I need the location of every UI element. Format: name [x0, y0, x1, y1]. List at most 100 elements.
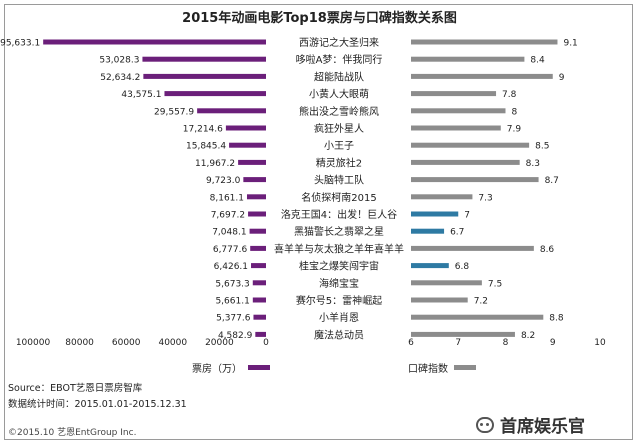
watermark: 首席娱乐官: [476, 412, 585, 437]
box-office-bar: [246, 194, 266, 200]
score-label: 8.3: [526, 159, 540, 169]
box-office-label: 4,582.9: [218, 331, 253, 341]
box-office-bar: [164, 91, 266, 97]
box-office-label: 95,633.1: [0, 39, 40, 49]
score-label: 7.2: [474, 297, 488, 307]
score-bar: [411, 297, 468, 303]
score-bar: [411, 211, 459, 217]
box-office-label: 17,214.6: [183, 125, 223, 135]
category-label: 小黄人大眼萌: [309, 88, 369, 101]
box-office-bar: [142, 56, 266, 62]
box-office-label: 8,161.1: [210, 193, 244, 203]
score-axis-tick: 9: [550, 338, 556, 348]
category-label: 超能陆战队: [314, 70, 364, 83]
box-office-label: 29,557.9: [154, 107, 194, 117]
score-label: 7.3: [478, 193, 492, 203]
watermark-text: 首席娱乐官: [500, 417, 585, 437]
box-office-bar: [143, 73, 266, 79]
box-office-label: 6,426.1: [214, 262, 248, 272]
category-label: 疯狂外星人: [314, 122, 364, 135]
box-office-label: 53,028.3: [99, 56, 139, 66]
category-label: 洛克王国4：出发！巨人谷: [281, 208, 397, 221]
box-office-bar: [229, 142, 266, 148]
score-label: 8.4: [530, 56, 545, 66]
box-office-bar: [255, 331, 266, 337]
box-office-label: 7,697.2: [211, 211, 245, 221]
chart-title: 2015年动画电影Top18票房与口碑指数关系图: [182, 11, 457, 26]
score-label: 7.8: [502, 90, 517, 100]
score-bar: [411, 314, 544, 320]
box-office-axis-tick: 60000: [112, 338, 141, 348]
category-label: 头脑特工队: [314, 174, 364, 187]
box-office-bar: [243, 177, 266, 183]
score-axis-tick: 6: [408, 338, 414, 348]
score-label: 8.7: [545, 176, 559, 186]
source-text: Source：EBOT艺恩日票房智库: [8, 383, 143, 394]
score-label: 9.1: [563, 39, 577, 49]
category-label: 魔法总动员: [314, 328, 364, 341]
category-label: 西游记之大圣归来: [299, 36, 379, 49]
box-office-label: 15,845.4: [186, 142, 226, 152]
score-bar: [411, 108, 506, 114]
box-office-axis-tick: 40000: [158, 338, 187, 348]
box-office-label: 11,967.2: [195, 159, 235, 169]
score-label: 8: [512, 107, 518, 117]
score-bar: [411, 39, 558, 45]
category-label: 赛尔号5：雷神崛起: [296, 294, 382, 307]
legend-score-label: 口碑指数: [408, 364, 448, 375]
score-axis-tick: 8: [503, 338, 509, 348]
score-label: 8.5: [535, 142, 549, 152]
score-bar: [411, 125, 501, 131]
legend-score-swatch: [454, 365, 476, 370]
score-bar: [411, 91, 497, 97]
score-label: 6.8: [455, 262, 470, 272]
score-bar: [411, 142, 530, 148]
category-label: 小王子: [324, 140, 354, 152]
score-bar: [411, 194, 473, 200]
box-office-label: 52,634.2: [100, 73, 140, 83]
category-label: 哆啦A梦：伴我同行: [296, 53, 383, 66]
score-label: 7: [464, 211, 470, 221]
category-label: 熊出没之雪岭熊风: [299, 105, 379, 118]
score-label: 7.9: [507, 125, 522, 135]
legend-box-office: 票房（万）: [192, 360, 270, 375]
box-office-label: 9,723.0: [206, 176, 241, 186]
score-bar: [411, 73, 553, 79]
score-label: 8.2: [521, 331, 535, 341]
box-office-axis-tick: 0: [263, 338, 269, 348]
score-bar: [411, 331, 515, 337]
legend-box-office-label: 票房（万）: [192, 364, 242, 375]
box-office-bar: [250, 245, 266, 251]
period-text: 数据统计时间：2015.01.01-2015.12.31: [8, 399, 187, 410]
box-office-bar: [252, 297, 266, 303]
box-office-label: 5,377.6: [216, 314, 251, 324]
box-office-label: 7,048.1: [212, 228, 246, 238]
legend-score: 口碑指数: [408, 360, 476, 375]
score-label: 8.8: [549, 314, 564, 324]
score-bar: [411, 159, 520, 165]
box-office-bar: [251, 263, 266, 269]
score-bar: [411, 56, 525, 62]
category-label: 名侦探柯南2015: [301, 191, 376, 204]
score-label: 8.6: [540, 245, 555, 255]
score-bar: [411, 177, 539, 183]
box-office-label: 5,673.3: [215, 279, 249, 289]
score-bar: [411, 280, 482, 286]
score-axis-tick: 10: [594, 338, 606, 348]
box-office-bar: [248, 211, 266, 217]
category-label: 喜羊羊与灰太狼之羊年喜羊羊: [274, 242, 404, 255]
category-label: 海绵宝宝: [319, 277, 359, 290]
score-bar: [411, 263, 449, 269]
score-bar: [411, 228, 445, 234]
box-office-bar: [249, 228, 266, 234]
box-office-bar: [197, 108, 266, 114]
box-office-label: 6,777.6: [213, 245, 248, 255]
box-office-bar: [43, 39, 266, 45]
score-label: 6.7: [450, 228, 464, 238]
box-office-axis-tick: 100000: [16, 338, 51, 348]
category-label: 精灵旅社2: [316, 156, 362, 169]
score-bar: [411, 245, 534, 251]
score-axis-tick: 7: [455, 338, 461, 348]
box-office-label: 5,661.1: [215, 297, 249, 307]
